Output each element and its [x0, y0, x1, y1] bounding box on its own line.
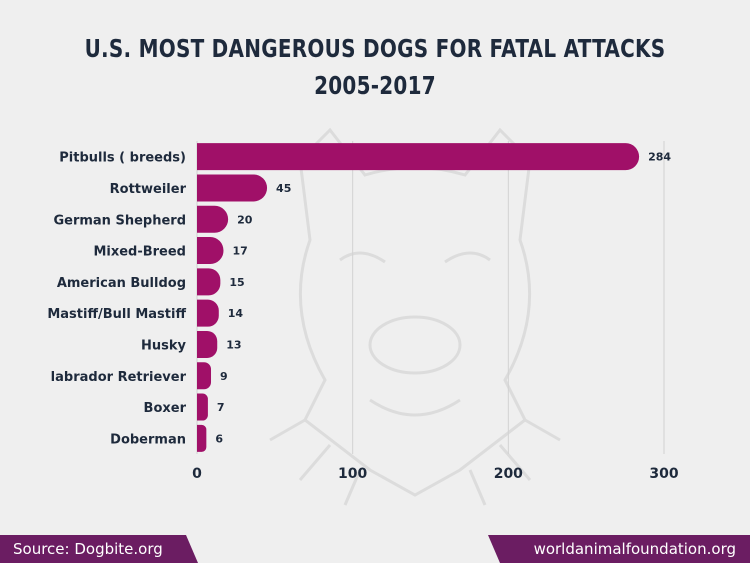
- bar-2: [197, 205, 229, 233]
- x-tick-label: 100: [338, 466, 367, 482]
- category-label: Doberman: [110, 432, 186, 447]
- site-banner: worldanimalfoundation.org: [488, 535, 750, 563]
- category-label: American Bulldog: [57, 276, 186, 291]
- value-label: 7: [217, 401, 225, 414]
- value-label: 17: [232, 245, 247, 258]
- value-label: 15: [229, 276, 244, 289]
- chart-title-line2: 2005-2017: [314, 71, 436, 100]
- category-label: Rottweiler: [110, 182, 187, 197]
- category-labels: Pitbulls ( breeds) Rottweiler German Sheph…: [47, 151, 186, 448]
- x-tick-label: 0: [192, 466, 202, 482]
- bar-7: [197, 362, 212, 390]
- source-banner: Source: Dogbite.org: [0, 535, 198, 563]
- chart-title-line1: U.S. MOST DANGEROUS DOGS FOR FATAL ATTAC…: [84, 34, 666, 63]
- site-text: worldanimalfoundation.org: [533, 540, 736, 558]
- bar-1: [197, 174, 268, 202]
- dog-head-watermark: [269, 127, 561, 506]
- category-label: Boxer: [144, 401, 187, 416]
- value-label: 14: [228, 307, 244, 320]
- bar-9: [197, 424, 207, 452]
- bar-0: [197, 143, 640, 171]
- value-label: 45: [276, 182, 291, 195]
- category-label: Pitbulls ( breeds): [59, 151, 186, 166]
- category-label: Husky: [141, 338, 187, 353]
- category-label: labrador Retriever: [51, 370, 187, 385]
- value-label: 284: [648, 151, 671, 164]
- bar-5: [197, 299, 219, 327]
- chart-title: U.S. MOST DANGEROUS DOGS FOR FATAL ATTAC…: [75, 30, 675, 104]
- source-text: Source: Dogbite.org: [13, 540, 163, 558]
- category-label: German Shepherd: [53, 213, 186, 228]
- value-label: 9: [220, 370, 228, 383]
- bars: [197, 143, 640, 452]
- x-tick-label: 300: [649, 466, 678, 482]
- x-axis-ticks: 0 100 200 300: [192, 466, 679, 482]
- value-label: 6: [215, 432, 223, 445]
- value-labels: 284 45 20 17 15 14 13 9 7 6: [215, 151, 671, 446]
- category-label: Mixed-Breed: [93, 245, 186, 260]
- category-label: Mastiff/Bull Mastiff: [47, 307, 186, 322]
- x-tick-label: 200: [494, 466, 523, 482]
- value-label: 13: [226, 338, 241, 351]
- bar-4: [197, 268, 221, 296]
- value-label: 20: [237, 213, 253, 226]
- bar-3: [197, 237, 224, 265]
- bar-8: [197, 393, 208, 421]
- bar-6: [197, 330, 218, 358]
